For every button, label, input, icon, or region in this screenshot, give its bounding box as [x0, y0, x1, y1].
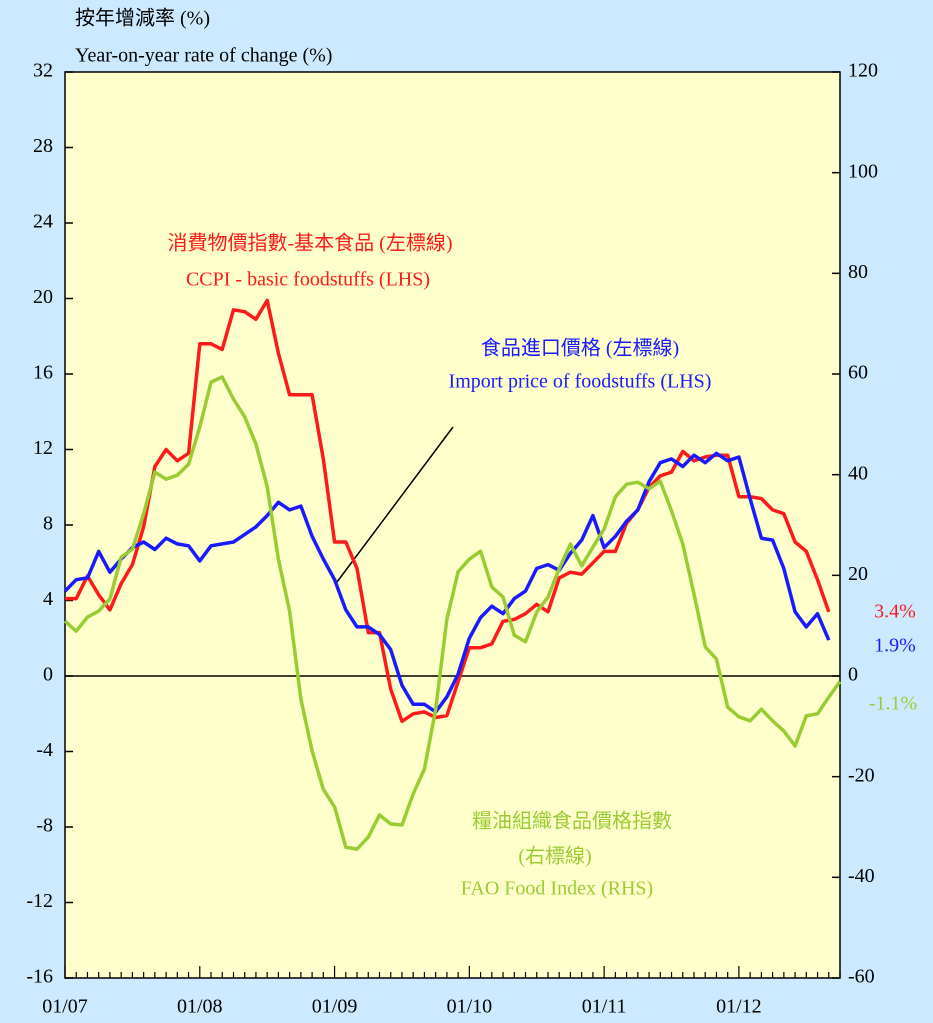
- series-line: [63, 451, 831, 714]
- y2-tick-label: -40: [848, 865, 875, 887]
- pointer-line: [336, 426, 454, 583]
- y2-tick-label: 40: [848, 462, 868, 484]
- x-tick-label: 01/12: [716, 996, 762, 1018]
- x-tick-label: 01/11: [582, 996, 627, 1018]
- y-tick-label: -4: [36, 739, 53, 761]
- y-tick-label: 0: [43, 664, 53, 686]
- series-line: [63, 375, 842, 851]
- series-label-zh: 食品進口價格 (左標線): [481, 337, 679, 360]
- y2-tick-label: 120: [848, 60, 878, 82]
- plot-area: [64, 71, 841, 979]
- chart-title: Year-on-year rate of change (%): [75, 45, 332, 67]
- y2-tick-label: 20: [848, 563, 868, 585]
- y2-tick-label: 100: [848, 160, 878, 182]
- chart-title-zh: 按年增減率 (%): [75, 7, 210, 30]
- y-tick-label: 24: [33, 211, 53, 233]
- end-label: 3.4%: [874, 601, 916, 623]
- series-label: Import price of foodstuffs (LHS): [449, 371, 712, 393]
- x-tick-label: 01/10: [447, 996, 493, 1018]
- y-tick-label: 8: [43, 513, 53, 535]
- series-label: CCPI - basic foodstuffs (LHS): [186, 269, 430, 291]
- y-tick-label: 4: [43, 588, 53, 610]
- y2-tick-label: 80: [848, 261, 868, 283]
- y-tick-label: -16: [26, 966, 53, 988]
- series-label-zh: (右標線): [518, 845, 591, 868]
- y-tick-label: -8: [36, 815, 53, 837]
- x-tick-label: 01/07: [42, 996, 88, 1018]
- y2-tick-label: 0: [848, 664, 858, 686]
- series-label-zh: 糧油組織食品價格指數: [472, 810, 672, 833]
- end-label: -1.1%: [869, 693, 917, 715]
- x-tick-label: 01/09: [312, 996, 358, 1018]
- y2-tick-label: -60: [848, 966, 875, 988]
- series-label-zh: 消費物價指數-基本食品 (左標線): [168, 232, 453, 255]
- y-tick-label: 28: [33, 135, 53, 157]
- y-tick-label: 12: [33, 437, 53, 459]
- y-tick-label: 32: [33, 60, 53, 82]
- y-tick-label: 20: [33, 286, 53, 308]
- y2-tick-label: 60: [848, 362, 868, 384]
- x-tick-label: 01/08: [177, 996, 223, 1018]
- y-tick-label: 16: [33, 362, 53, 384]
- y2-tick-label: -20: [848, 764, 875, 786]
- y-tick-label: -12: [26, 890, 53, 912]
- series-label: FAO Food Index (RHS): [461, 878, 653, 900]
- end-label: 1.9%: [874, 635, 916, 657]
